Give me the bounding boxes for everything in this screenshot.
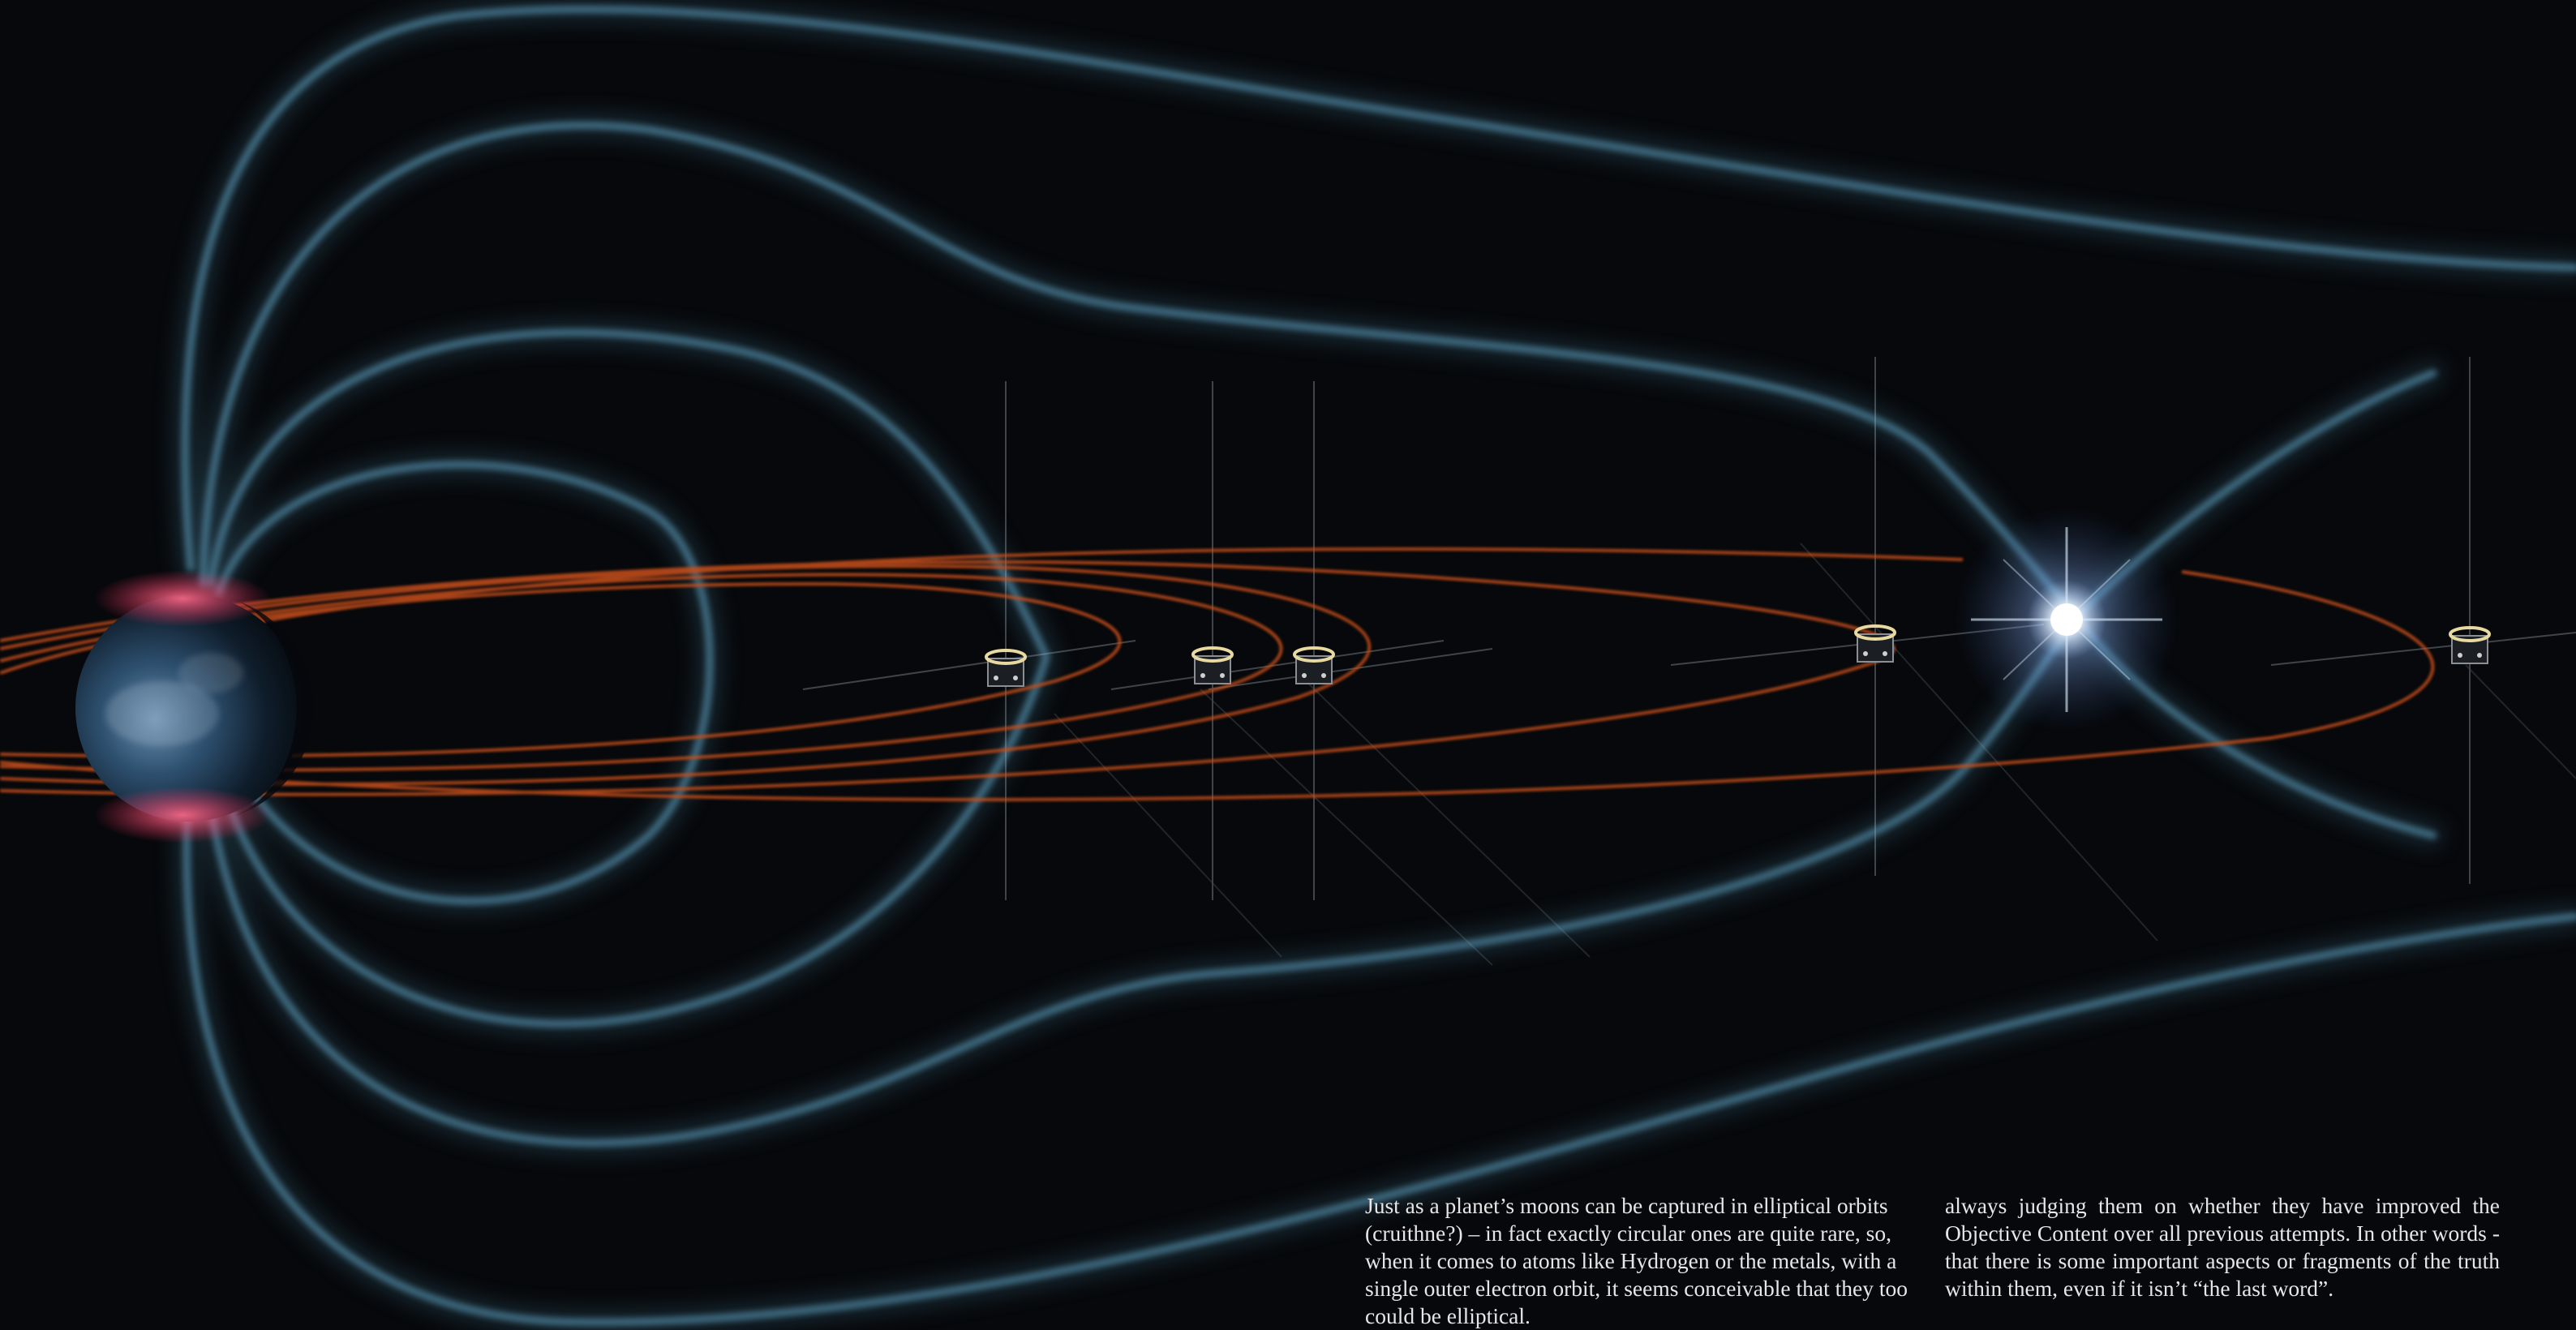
satellite-guide-lines [802, 357, 2576, 966]
caption-right-column: always judging them on whether they have… [1945, 1193, 2500, 1301]
satellite-5 [2449, 626, 2491, 664]
satellite-4 [1854, 624, 1896, 663]
earth [75, 570, 314, 843]
satellite-1 [985, 649, 1027, 687]
satellite-3 [1293, 646, 1335, 684]
satellite-2 [1191, 646, 1234, 684]
elliptical-orbits [0, 547, 2435, 801]
magnetic-field-lines [174, 0, 2576, 1330]
aurora-south [93, 787, 272, 843]
aurora-north [93, 570, 272, 627]
sun-star [1953, 506, 2180, 733]
satellites [985, 624, 2491, 687]
caption-left-column: Just as a planet’s moons can be captured… [1365, 1193, 1908, 1328]
